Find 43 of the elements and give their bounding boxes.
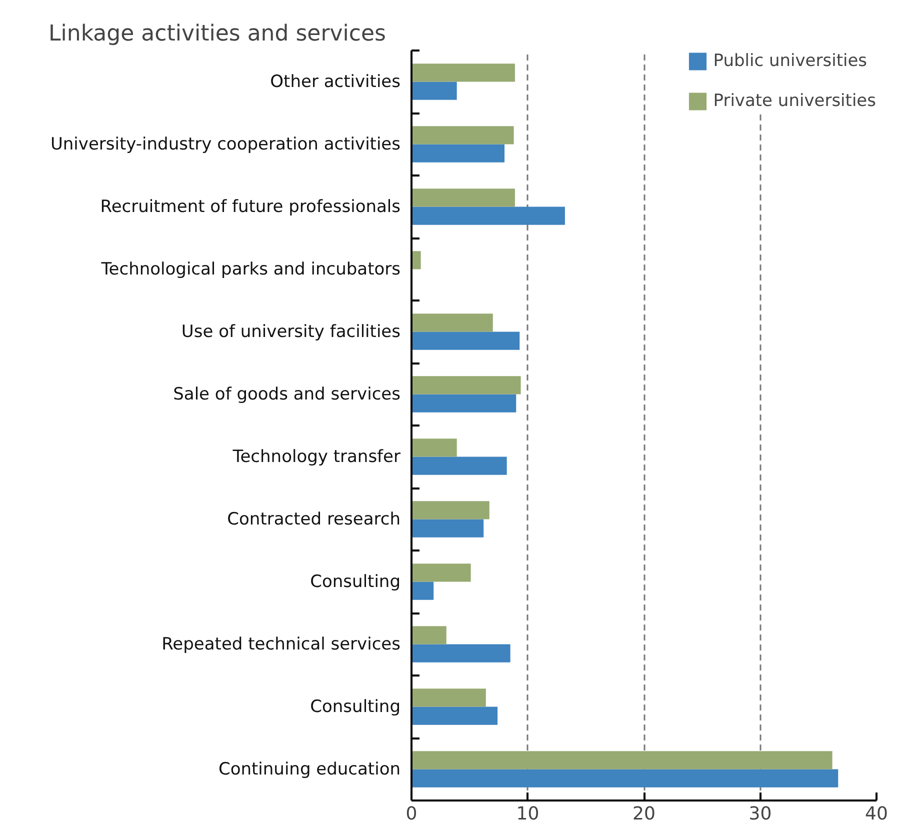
x-tick-label: 40 [865, 804, 888, 823]
bar [412, 438, 457, 457]
bar [412, 582, 434, 600]
y-tick-label: Technological parks and incubators [100, 259, 401, 280]
x-tick-label: 0 [406, 804, 418, 823]
bar [412, 751, 832, 770]
y-tick-label: Use of university facilities [181, 322, 401, 342]
y-tick-label: Continuing education [218, 759, 401, 780]
bar [412, 144, 504, 162]
y-tick-label: Recruitment of future professionals [100, 196, 401, 217]
bar [412, 644, 510, 662]
y-tick-label: Consulting [310, 696, 401, 717]
bar [412, 626, 446, 644]
y-tick-label: Contracted research [227, 509, 401, 530]
y-tick-label: Consulting [310, 572, 401, 592]
bar [412, 332, 520, 350]
x-tick-label: 10 [516, 804, 540, 823]
x-tick-label: 20 [632, 804, 656, 823]
x-tick-label: 30 [748, 804, 772, 823]
bar [412, 206, 565, 225]
legend-label: Private universities [713, 91, 876, 111]
y-tick-label: Technology transfer [232, 446, 401, 467]
text: Linkage activities and services [48, 22, 386, 46]
bar [412, 82, 457, 100]
bar [412, 251, 421, 270]
bar [412, 126, 514, 144]
bar [412, 394, 516, 412]
bar [412, 769, 838, 788]
bar [412, 188, 515, 207]
y-tick-label: Repeated technical services [162, 634, 401, 654]
y-tick-label: Other activities [270, 72, 401, 92]
bar [412, 519, 484, 538]
bar [412, 376, 521, 394]
bar [412, 501, 490, 520]
bar [412, 688, 486, 707]
bar [412, 564, 471, 582]
bar [412, 314, 493, 332]
legend-label: Public universities [713, 51, 868, 71]
bar [412, 64, 515, 82]
bar [412, 706, 498, 725]
y-tick-label: University-industry cooperation activities [50, 134, 401, 154]
bar [412, 456, 507, 475]
y-tick-label: Sale of goods and services [173, 384, 401, 404]
